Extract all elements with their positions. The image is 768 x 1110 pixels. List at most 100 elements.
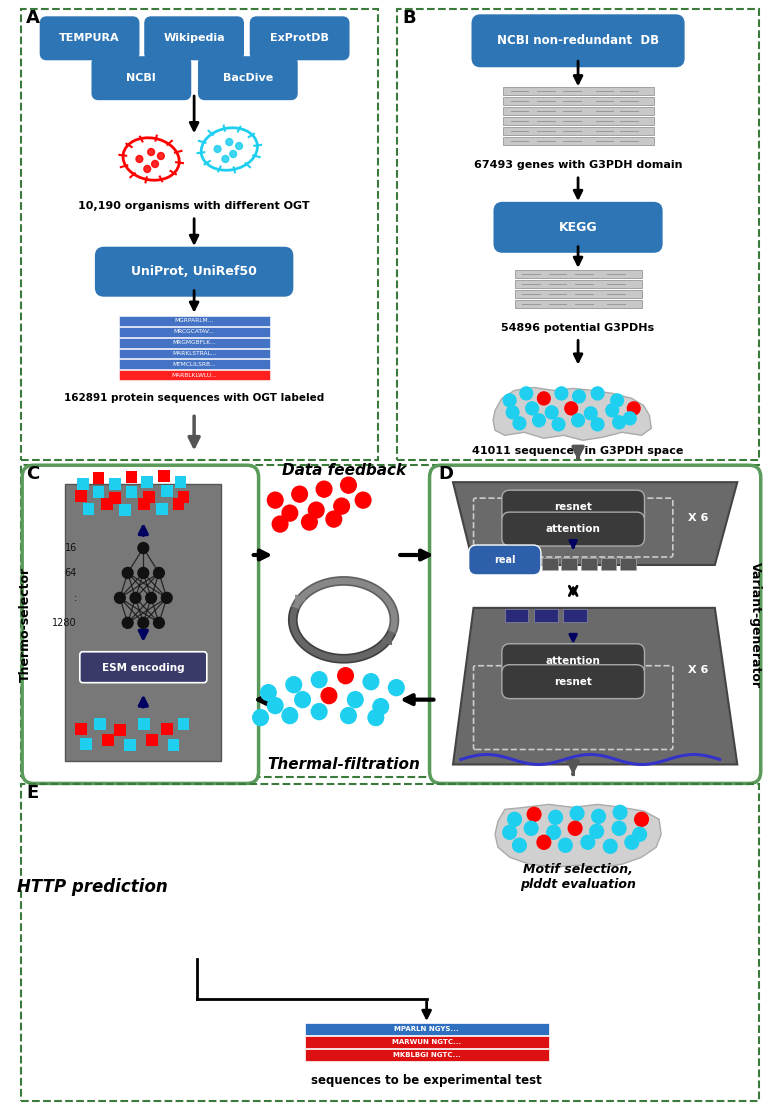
Text: MARKLSTRAL...: MARKLSTRAL... bbox=[172, 351, 217, 356]
Bar bbox=[80, 737, 91, 749]
FancyBboxPatch shape bbox=[502, 665, 644, 698]
Bar bbox=[144, 491, 155, 503]
Polygon shape bbox=[453, 482, 737, 565]
Circle shape bbox=[136, 155, 143, 162]
Circle shape bbox=[565, 402, 578, 415]
Bar bbox=[515, 290, 641, 297]
Text: resnet: resnet bbox=[554, 677, 592, 687]
Bar bbox=[173, 498, 184, 511]
Bar bbox=[119, 315, 270, 325]
Circle shape bbox=[321, 688, 336, 704]
Text: X 6: X 6 bbox=[688, 665, 708, 675]
Bar bbox=[161, 723, 173, 735]
Circle shape bbox=[282, 505, 298, 521]
Bar bbox=[305, 1022, 549, 1035]
Bar bbox=[109, 492, 121, 504]
Circle shape bbox=[506, 406, 519, 418]
Text: 64: 64 bbox=[65, 568, 77, 578]
Text: ESM encoding: ESM encoding bbox=[102, 663, 184, 673]
Text: B: B bbox=[402, 9, 415, 28]
Circle shape bbox=[526, 402, 538, 415]
Circle shape bbox=[138, 567, 149, 578]
Bar bbox=[503, 98, 654, 105]
Circle shape bbox=[341, 707, 356, 724]
Circle shape bbox=[226, 139, 233, 145]
Circle shape bbox=[533, 414, 545, 427]
Circle shape bbox=[214, 145, 221, 152]
Text: NCBI non-redundant  DB: NCBI non-redundant DB bbox=[497, 34, 659, 48]
Text: 10,190 organisms with different OGT: 10,190 organisms with different OGT bbox=[78, 201, 310, 211]
Text: real: real bbox=[494, 555, 515, 565]
Circle shape bbox=[634, 813, 648, 826]
Bar bbox=[22, 465, 759, 777]
Bar bbox=[515, 300, 641, 307]
Circle shape bbox=[154, 567, 164, 578]
Circle shape bbox=[292, 486, 307, 502]
Circle shape bbox=[571, 806, 584, 820]
Bar bbox=[503, 127, 654, 135]
Text: Wikipedia: Wikipedia bbox=[164, 33, 225, 43]
Text: BacDive: BacDive bbox=[223, 73, 273, 83]
FancyBboxPatch shape bbox=[472, 16, 684, 67]
Text: Thermal-filtration: Thermal-filtration bbox=[267, 757, 420, 771]
Bar bbox=[65, 484, 221, 761]
FancyBboxPatch shape bbox=[145, 18, 243, 59]
Circle shape bbox=[625, 836, 639, 849]
Text: MGRPARLM...: MGRPARLM... bbox=[174, 319, 214, 323]
Circle shape bbox=[512, 838, 526, 852]
Circle shape bbox=[230, 151, 237, 158]
Circle shape bbox=[154, 617, 164, 628]
Bar bbox=[564, 609, 587, 622]
Text: A: A bbox=[26, 9, 40, 28]
Circle shape bbox=[334, 498, 349, 514]
Circle shape bbox=[613, 416, 625, 428]
Bar bbox=[167, 738, 180, 750]
Circle shape bbox=[545, 406, 558, 418]
Text: NCBI: NCBI bbox=[127, 73, 156, 83]
Polygon shape bbox=[495, 805, 661, 867]
Circle shape bbox=[368, 709, 384, 726]
Circle shape bbox=[222, 155, 229, 162]
Circle shape bbox=[558, 838, 572, 852]
Circle shape bbox=[633, 827, 647, 841]
Text: Motif selection,
plddt evaluation: Motif selection, plddt evaluation bbox=[520, 864, 636, 891]
Text: TEMPURA: TEMPURA bbox=[59, 33, 120, 43]
Circle shape bbox=[612, 821, 626, 836]
Polygon shape bbox=[493, 387, 651, 441]
FancyBboxPatch shape bbox=[429, 465, 761, 784]
Circle shape bbox=[627, 402, 640, 415]
Bar bbox=[158, 471, 170, 482]
Bar bbox=[156, 503, 167, 515]
Circle shape bbox=[581, 836, 594, 849]
Circle shape bbox=[326, 511, 342, 527]
Circle shape bbox=[573, 390, 585, 403]
Circle shape bbox=[537, 836, 551, 849]
Bar bbox=[177, 717, 189, 729]
Circle shape bbox=[590, 825, 604, 838]
Text: Data feedback: Data feedback bbox=[282, 463, 406, 477]
Bar bbox=[119, 326, 270, 336]
Bar bbox=[534, 609, 558, 622]
Circle shape bbox=[138, 543, 149, 554]
Text: 162891 protein sequences with OGT labeled: 162891 protein sequences with OGT labele… bbox=[64, 393, 324, 403]
Bar bbox=[620, 558, 636, 569]
Bar bbox=[109, 478, 121, 491]
Bar bbox=[177, 491, 189, 503]
Bar bbox=[126, 472, 137, 483]
Text: MKBLBGI NGTC...: MKBLBGI NGTC... bbox=[392, 1052, 461, 1058]
Text: 16: 16 bbox=[65, 543, 77, 553]
Text: MRCGCATAV...: MRCGCATAV... bbox=[174, 329, 214, 334]
Circle shape bbox=[584, 407, 597, 420]
Circle shape bbox=[547, 826, 561, 839]
Circle shape bbox=[373, 698, 389, 715]
Bar bbox=[92, 472, 104, 484]
Bar bbox=[581, 558, 597, 569]
Circle shape bbox=[552, 417, 565, 431]
Circle shape bbox=[260, 685, 276, 700]
Circle shape bbox=[571, 414, 584, 427]
Polygon shape bbox=[453, 608, 737, 765]
Circle shape bbox=[267, 492, 283, 508]
Text: Variant-generator: Variant-generator bbox=[750, 562, 763, 688]
FancyBboxPatch shape bbox=[495, 203, 661, 252]
Circle shape bbox=[147, 149, 154, 155]
